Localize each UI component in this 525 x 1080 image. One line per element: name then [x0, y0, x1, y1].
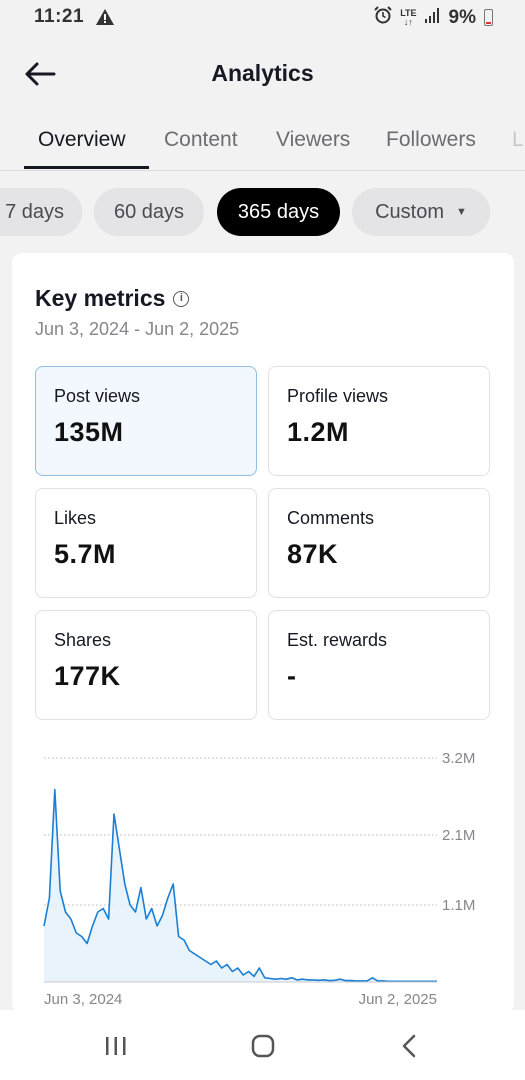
chip-365-days-label: 365 days — [237, 200, 320, 223]
metric-shares[interactable]: Shares 177K — [35, 610, 257, 720]
tab-followers[interactable]: Followers — [386, 128, 476, 151]
status-icons: LTE ↓↑ 9% — [374, 6, 493, 29]
metric-value: 1.2M — [287, 417, 350, 447]
info-icon[interactable]: i — [173, 290, 190, 307]
chart-y-tick-label: 3.2M — [442, 750, 475, 767]
chart-grid: 3.2M 2.1M 1.1M — [44, 750, 475, 914]
metric-label: Post views — [54, 386, 141, 406]
header: Analytics — [0, 44, 525, 104]
metric-label: Likes — [54, 508, 97, 528]
caret-down-icon: ▼ — [456, 206, 467, 218]
metric-label: Shares — [54, 630, 112, 650]
key-metrics-title-text: Key metrics — [35, 285, 166, 311]
system-nav-bar — [0, 1010, 525, 1080]
warning-icon — [96, 9, 114, 30]
alarm-icon — [374, 6, 392, 29]
chip-custom[interactable]: Custom ▼ — [352, 188, 490, 236]
signal-icon — [424, 7, 441, 28]
metric-value: - — [287, 661, 297, 691]
system-back-button[interactable] — [389, 1030, 429, 1062]
lte-text: LTE — [400, 7, 417, 18]
lte-arrows: ↓↑ — [403, 16, 413, 27]
status-time: 11:21 — [34, 6, 85, 27]
chart-area-fill — [44, 789, 437, 982]
metric-likes[interactable]: Likes 5.7M — [35, 488, 257, 598]
chart-x-start-label: Jun 3, 2024 — [44, 991, 122, 1008]
chip-custom-label: Custom — [375, 200, 444, 223]
metric-est-rewards[interactable]: Est. rewards - — [268, 610, 490, 720]
date-range: Jun 3, 2024 - Jun 2, 2025 — [35, 319, 240, 339]
chart-y-tick-label: 1.1M — [442, 897, 475, 914]
tab-viewers[interactable]: Viewers — [276, 128, 351, 151]
chip-7-days-label: 7 days — [5, 200, 64, 223]
key-metrics-title: Key metrics i — [35, 285, 190, 312]
back-button[interactable] — [22, 56, 58, 92]
tab-next-partial[interactable]: L — [512, 128, 524, 151]
date-filter-chips: 7 days 60 days 365 days Custom ▼ — [0, 188, 525, 238]
home-icon — [251, 1034, 275, 1058]
page-title: Analytics — [211, 60, 314, 86]
post-views-chart: 3.2M 2.1M 1.1M Jun 3, 2024 Jun 2, 2025 — [43, 750, 475, 1008]
chart-y-tick-label: 2.1M — [442, 827, 475, 844]
metric-value: 87K — [287, 539, 339, 569]
metric-post-views[interactable]: Post views 135M — [35, 366, 257, 476]
key-metrics-card: Key metrics i Jun 3, 2024 - Jun 2, 2025 … — [12, 253, 514, 1013]
lte-icon: LTE ↓↑ — [400, 7, 417, 27]
metric-value: 5.7M — [54, 539, 117, 569]
metric-value: 177K — [54, 661, 121, 691]
chart-x-end-label: Jun 2, 2025 — [359, 991, 437, 1008]
metric-profile-views[interactable]: Profile views 1.2M — [268, 366, 490, 476]
home-button[interactable] — [243, 1030, 283, 1062]
metric-label: Comments — [287, 508, 375, 528]
arrow-left-icon — [25, 62, 56, 86]
tab-overview[interactable]: Overview — [38, 128, 126, 151]
battery-percent: 9% — [448, 6, 476, 28]
tab-active-indicator — [24, 166, 149, 169]
recents-button[interactable] — [96, 1030, 136, 1062]
metric-label: Profile views — [287, 386, 389, 406]
tab-content[interactable]: Content — [164, 128, 238, 151]
status-bar: 11:21 LTE ↓↑ 9% — [0, 0, 525, 36]
battery-icon — [484, 9, 493, 26]
chip-60-days[interactable]: 60 days — [94, 188, 204, 236]
metric-comments[interactable]: Comments 87K — [268, 488, 490, 598]
recents-icon — [106, 1037, 126, 1055]
chip-365-days[interactable]: 365 days — [217, 188, 340, 236]
metric-label: Est. rewards — [287, 630, 388, 650]
chip-60-days-label: 60 days — [113, 200, 185, 223]
chip-7-days[interactable]: 7 days — [0, 188, 82, 236]
chart-series-line — [43, 788, 437, 983]
metric-value: 135M — [54, 417, 124, 447]
back-chevron-icon — [402, 1034, 416, 1058]
tab-bar: Overview Content Viewers Followers L — [0, 118, 525, 171]
